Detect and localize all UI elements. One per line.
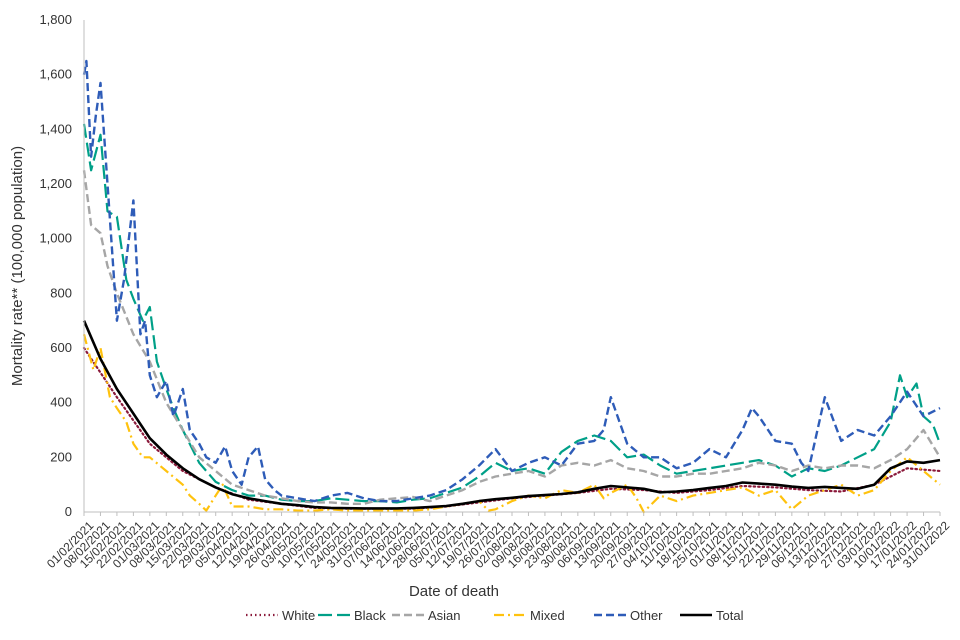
series-lines [82, 59, 942, 514]
y-tick-label: 1,200 [39, 176, 72, 191]
legend-label-black: Black [354, 608, 386, 623]
y-tick-label: 600 [50, 340, 72, 355]
legend-label-other: Other [630, 608, 663, 623]
y-axis-title: Mortality rate** (100,000 population) [9, 146, 26, 386]
y-tick-label: 1,600 [39, 67, 72, 82]
y-tick-label: 1,800 [39, 12, 72, 27]
y-tick-label: 200 [50, 449, 72, 464]
series-line-mixed [82, 334, 941, 514]
series-line-asian [82, 170, 942, 505]
series-line-other [82, 59, 941, 503]
y-tick-label: 400 [50, 395, 72, 410]
y-tick-label: 1,400 [39, 121, 72, 136]
y-tick-label: 800 [50, 285, 72, 300]
legend-label-asian: Asian [428, 608, 461, 623]
legend-label-total: Total [716, 608, 744, 623]
series-line-black [82, 123, 942, 504]
y-tick-label: 1,000 [39, 231, 72, 246]
legend-label-white: White [282, 608, 315, 623]
y-axis-ticks: 0 200 400 600 800 1,000 1,200 1,400 1,600 1,800 [39, 12, 72, 519]
legend-label-mixed: Mixed [530, 608, 565, 623]
series-line-total [82, 320, 941, 510]
y-tick-label: 0 [65, 504, 72, 519]
x-axis-ticks: 01/02/202108/02/202115/02/202122/02/2021… [44, 512, 953, 571]
x-axis-title: Date of death [409, 583, 499, 600]
legend: White Black Asian Mixed Other Total [246, 608, 744, 623]
